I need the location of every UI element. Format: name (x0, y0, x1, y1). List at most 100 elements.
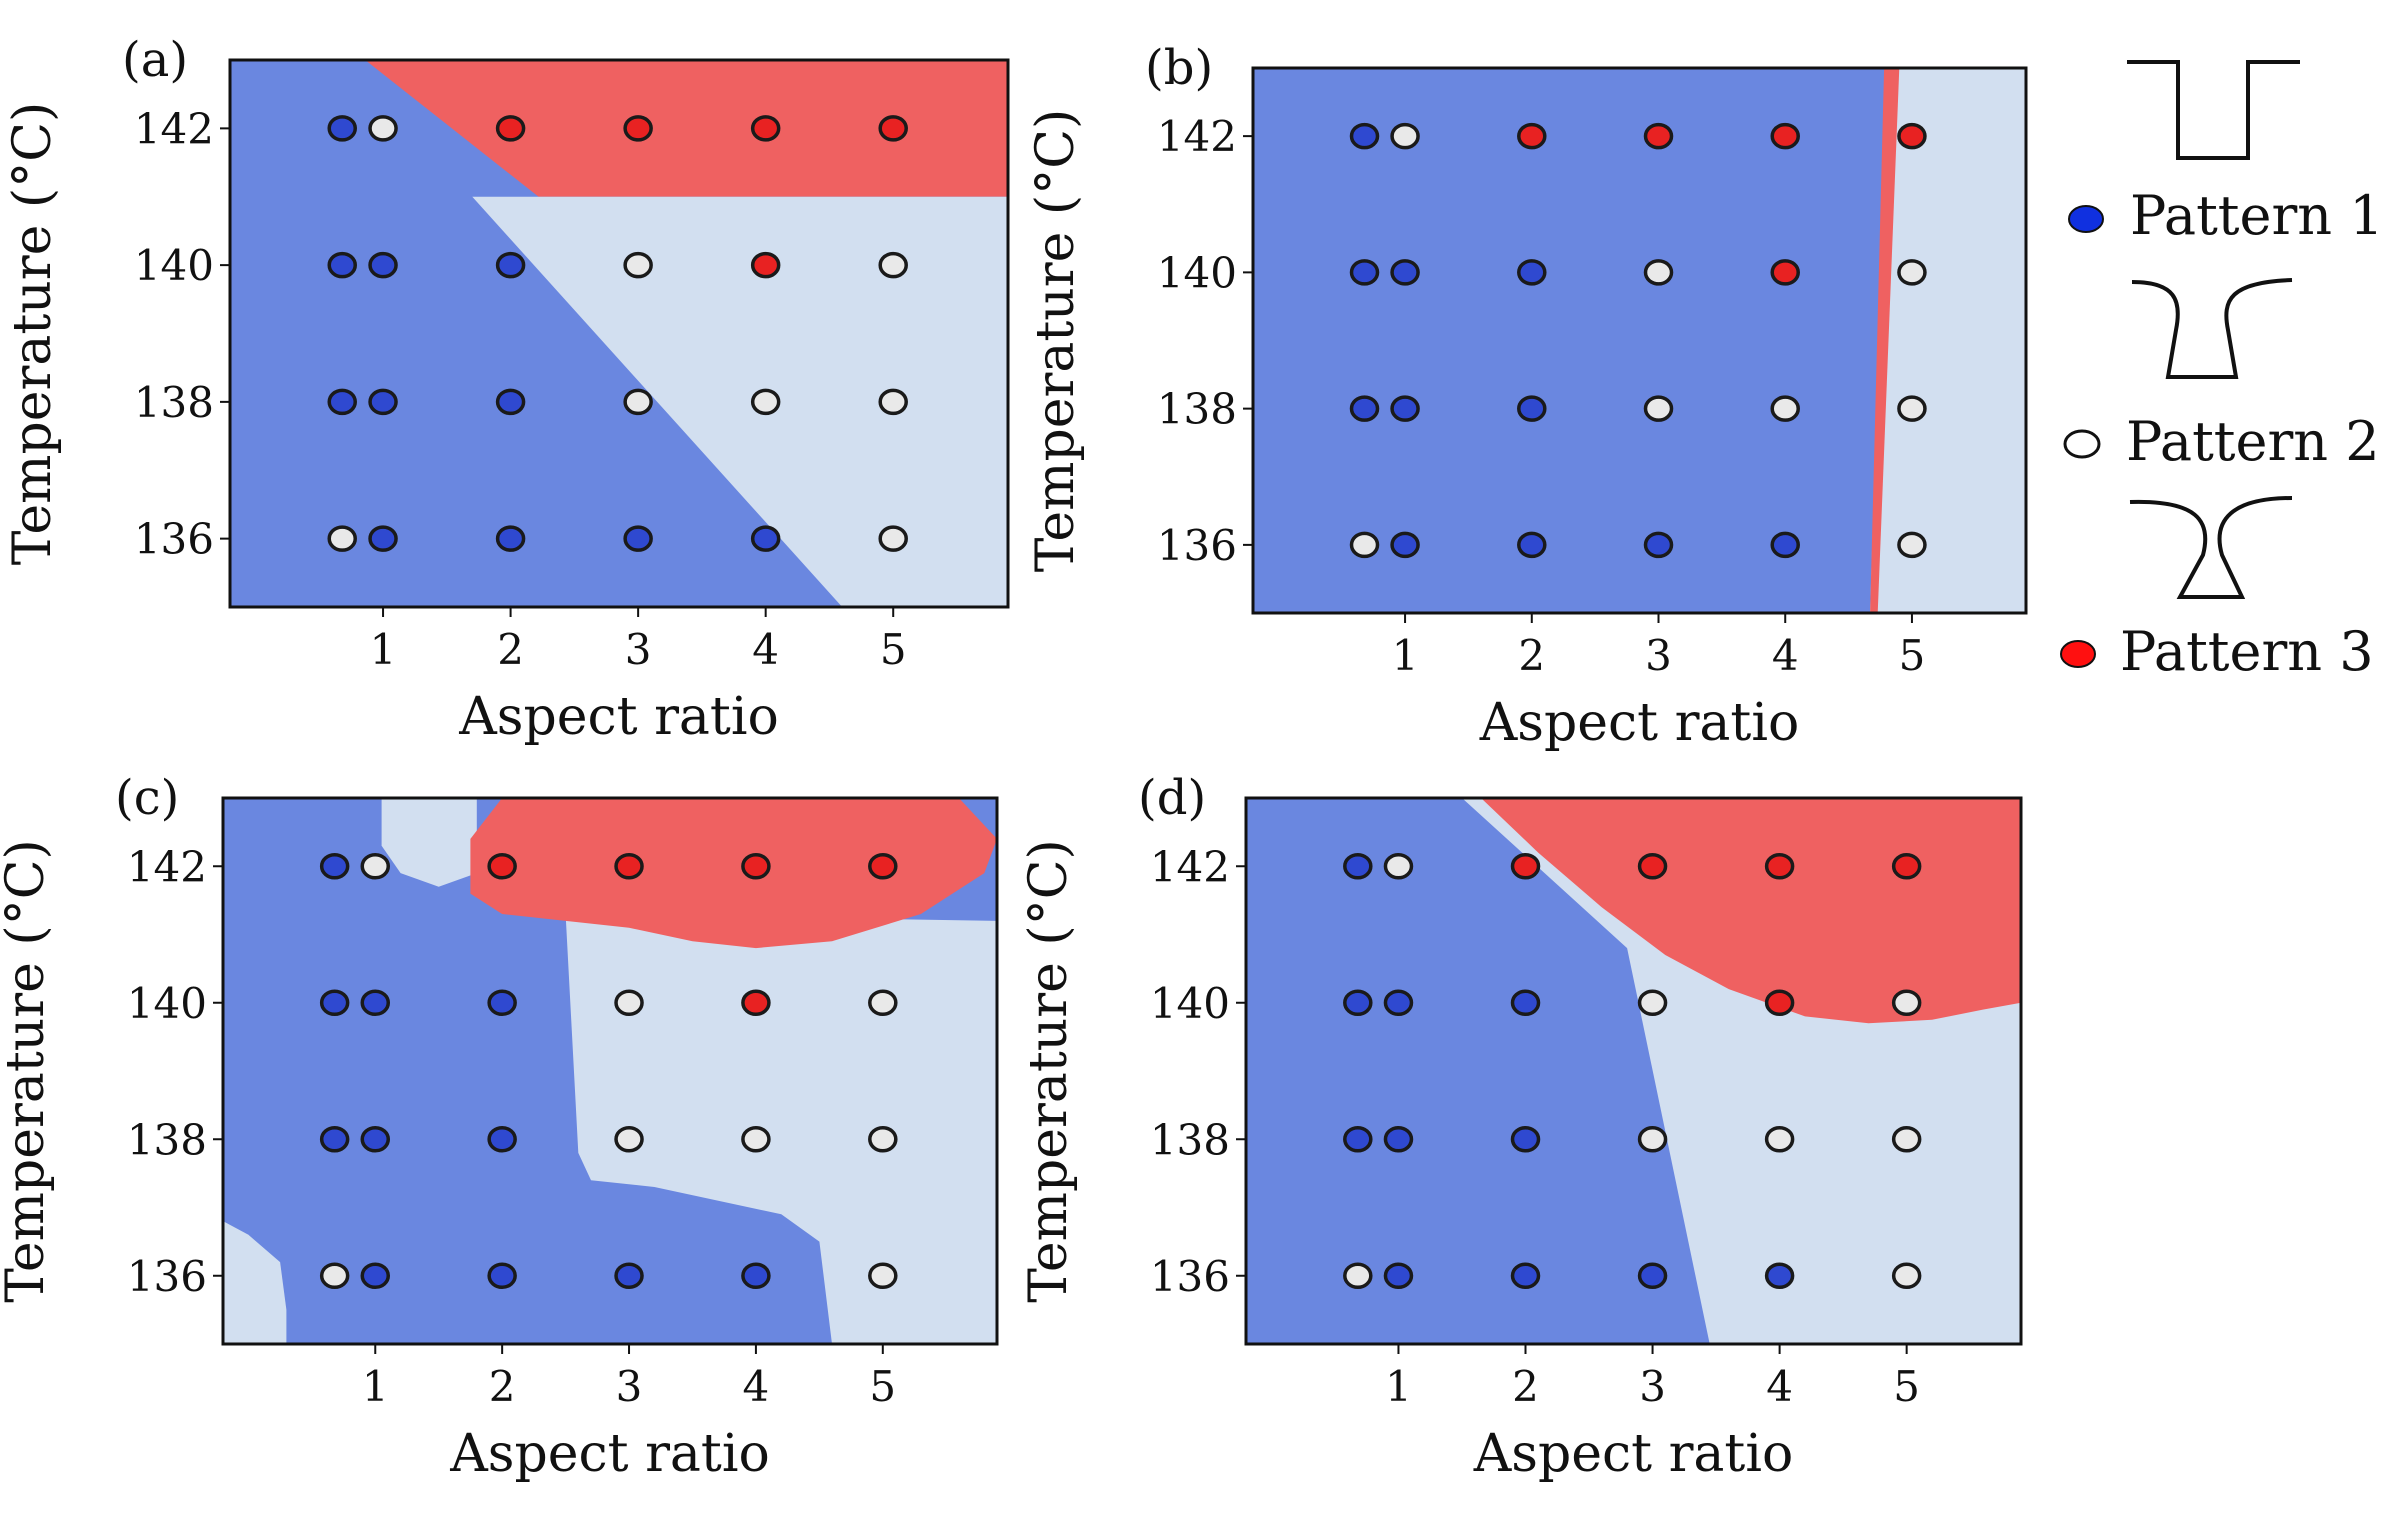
data-point-pattern-3 (741, 853, 771, 880)
panel-label: (a) (122, 32, 188, 88)
data-point-pattern-1 (495, 251, 526, 279)
y-tick-label: 138 (127, 1115, 207, 1164)
x-tick-label: 4 (1772, 631, 1799, 680)
data-point-pattern-1 (1637, 1262, 1668, 1289)
data-point-pattern-3 (1517, 122, 1547, 150)
data-point-pattern-3 (1764, 853, 1795, 880)
x-tick-label: 1 (1385, 1362, 1412, 1411)
legend-marker-pattern-2 (2063, 429, 2101, 459)
data-point-pattern-1 (1343, 853, 1373, 880)
region-pattern-3 (470, 798, 997, 949)
y-tick-label: 140 (1157, 248, 1237, 297)
data-point-pattern-1 (495, 388, 526, 416)
panel-label: (d) (1138, 770, 1206, 826)
data-point-pattern-2 (327, 525, 357, 552)
data-point-pattern-2 (614, 989, 644, 1016)
data-point-pattern-2 (319, 1262, 350, 1289)
data-point-pattern-2 (1897, 395, 1927, 422)
y-tick-label: 140 (127, 979, 207, 1028)
data-point-pattern-3 (1637, 853, 1668, 880)
data-point-pattern-2 (623, 388, 653, 416)
data-point-pattern-1 (614, 1262, 644, 1289)
data-point-pattern-1 (319, 1126, 350, 1153)
x-axis-label: Aspect ratio (449, 1424, 770, 1484)
y-tick-label: 136 (134, 515, 214, 564)
data-point-pattern-1 (360, 1126, 391, 1153)
region-pattern-2 (565, 914, 997, 1344)
data-point-pattern-3 (495, 115, 526, 142)
data-point-pattern-1 (360, 1262, 391, 1289)
plot-area (230, 60, 1008, 607)
data-point-pattern-1 (319, 989, 350, 1016)
data-point-pattern-1 (1349, 259, 1380, 286)
plot-frame (1251, 66, 2028, 615)
x-tick-label: 1 (362, 1362, 389, 1411)
data-point-pattern-2 (1343, 1262, 1373, 1289)
data-point-pattern-2 (868, 1126, 898, 1153)
region-pattern-3 (1481, 798, 2021, 1024)
data-point-pattern-2 (1891, 1262, 1922, 1289)
x-tick-label: 5 (869, 1362, 896, 1411)
data-point-pattern-1 (1517, 395, 1547, 422)
data-point-pattern-2 (1390, 122, 1420, 150)
y-tick-label: 136 (127, 1252, 207, 1301)
data-point-pattern-2 (1891, 989, 1922, 1016)
x-axis-label: Aspect ratio (458, 687, 779, 747)
y-tick-label: 138 (1157, 385, 1237, 434)
data-point-pattern-1 (1349, 395, 1380, 422)
data-point-pattern-2 (878, 251, 908, 279)
data-point-pattern-1 (1517, 531, 1547, 559)
y-tick-label: 138 (1150, 1115, 1230, 1164)
data-point-pattern-3 (750, 251, 781, 279)
region-pattern-2 (381, 798, 477, 887)
straight-wall-profile-icon (2127, 60, 2300, 160)
panel-2: 1 2 3 4 5 136 138 140 142 Aspect ratio Temperature… (1026, 40, 2028, 753)
plot-frame (1244, 796, 2023, 1346)
data-point-pattern-2 (623, 251, 653, 279)
data-point-pattern-2 (1643, 395, 1674, 422)
data-point-pattern-1 (1349, 122, 1380, 150)
legend: Pattern 1 Pattern 2 Pattern 3 (2060, 60, 2384, 683)
data-point-pattern-1 (1764, 1262, 1795, 1289)
data-point-pattern-1 (368, 251, 398, 279)
data-point-pattern-1 (1383, 1262, 1414, 1289)
data-point-pattern-3 (750, 115, 781, 142)
data-point-pattern-2 (1891, 1126, 1922, 1153)
y-axis-label: Temperature (°C) (1026, 109, 1086, 573)
data-point-pattern-2 (741, 1126, 771, 1153)
plot-frame (228, 58, 1010, 609)
x-tick-label: 2 (1518, 631, 1545, 680)
data-point-pattern-2 (614, 1126, 644, 1153)
data-point-pattern-3 (1897, 122, 1927, 150)
data-point-pattern-2 (360, 853, 391, 880)
data-point-pattern-1 (750, 525, 781, 552)
region-pattern-3 (1870, 68, 1900, 613)
data-point-pattern-2 (1643, 259, 1674, 286)
data-point-pattern-1 (1383, 989, 1414, 1016)
region-pattern-2 (472, 196, 1008, 607)
x-tick-label: 1 (1392, 631, 1419, 680)
region-pattern-2 (1870, 68, 2026, 613)
legend-label-pattern-2: Pattern 2 (2126, 410, 2380, 473)
y-tick-label: 140 (1150, 979, 1230, 1028)
y-tick-label: 136 (1157, 521, 1237, 570)
data-point-pattern-3 (741, 989, 771, 1016)
data-point-pattern-1 (1510, 1126, 1541, 1153)
data-point-pattern-3 (614, 853, 644, 880)
data-point-pattern-1 (1517, 259, 1547, 286)
data-point-pattern-1 (1510, 1262, 1541, 1289)
x-tick-label: 1 (370, 625, 397, 674)
narrow-neck-profile-icon (2129, 496, 2293, 599)
data-point-pattern-3 (1770, 259, 1800, 286)
plot-area (1253, 68, 2026, 613)
x-tick-label: 2 (489, 1362, 516, 1411)
data-point-pattern-2 (368, 115, 398, 142)
x-tick-label: 5 (1899, 631, 1926, 680)
legend-label-pattern-3: Pattern 3 (2120, 620, 2374, 683)
data-point-pattern-2 (1764, 1126, 1795, 1153)
data-point-pattern-3 (1764, 989, 1795, 1016)
x-tick-label: 2 (497, 625, 524, 674)
y-tick-label: 142 (127, 842, 207, 891)
panel-4: 1 2 3 4 5 136 138 140 142 Aspect ratio Temperature… (1019, 770, 2023, 1484)
